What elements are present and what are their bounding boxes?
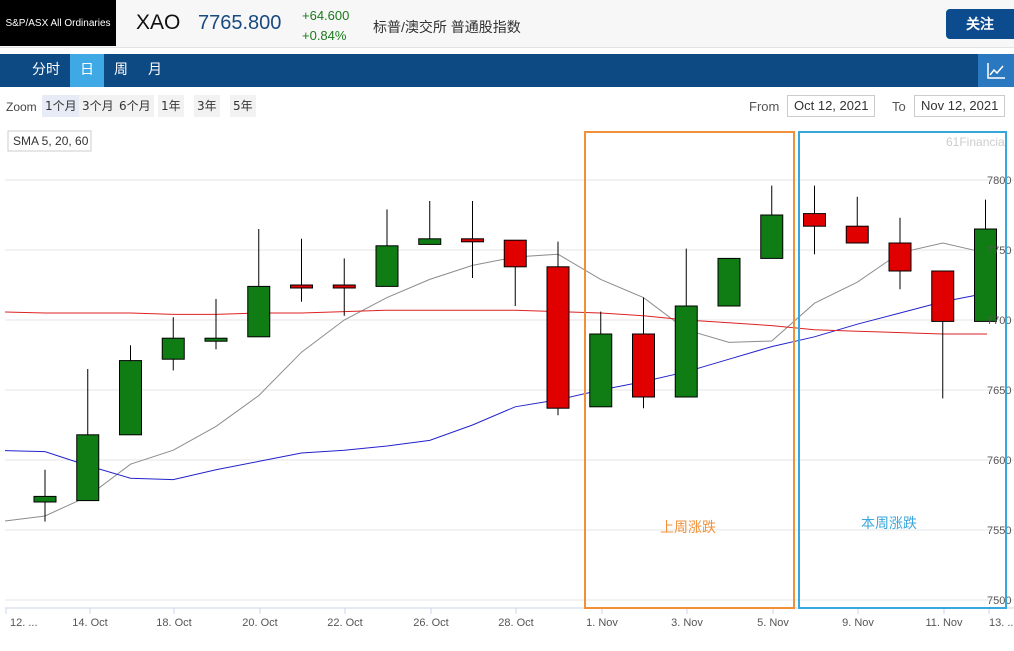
x-tick-label: 28. Oct	[498, 617, 533, 629]
candle-body	[974, 228, 997, 322]
follow-button[interactable]: 关注	[946, 9, 1014, 39]
y-tick-label: 7650	[987, 385, 1011, 397]
watermark: 61Financial	[946, 135, 1007, 149]
x-tick-label: 11. Nov	[925, 617, 963, 629]
candlestick-chart[interactable]: 12. ... 14. Oct 18. Oct 20. Oct 22. Oct 26. O…	[0, 128, 1014, 651]
zoom-6m[interactable]: 6个月	[116, 95, 154, 117]
sma-line-20	[4, 292, 987, 481]
last-week-highlight	[584, 131, 795, 609]
x-tick-label: 20. Oct	[242, 617, 277, 629]
price-change-block: +64.600 +0.84%	[302, 6, 349, 46]
sma-lines	[4, 242, 987, 522]
y-tick-label: 7600	[987, 455, 1011, 467]
zoom-5y[interactable]: 5年	[230, 95, 256, 117]
y-tick-label: 7550	[987, 525, 1011, 537]
x-axis: 12. ... 14. Oct 18. Oct 20. Oct 22. Oct 26. O…	[5, 608, 1014, 629]
x-tick-label: 13. ...	[989, 617, 1014, 629]
x-tick-label: 5. Nov	[757, 617, 789, 629]
ticker-code: XAO	[136, 11, 181, 34]
candle-body	[888, 242, 912, 272]
candle-body	[803, 213, 826, 227]
y-tick-label: 7700	[987, 315, 1011, 327]
tab-intraday[interactable]: 分时	[32, 62, 60, 78]
candle-body	[247, 285, 271, 338]
candle-body	[119, 360, 142, 436]
candle-body	[760, 214, 784, 259]
x-tick-label: 14. Oct	[72, 617, 107, 629]
candle-body	[461, 238, 484, 243]
x-tick-label: 1. Nov	[586, 617, 618, 629]
candle-body	[161, 337, 185, 360]
tab-weekly[interactable]: 周	[114, 62, 128, 78]
sma-legend: SMA 5, 20, 60	[13, 134, 89, 148]
candle-body	[76, 434, 100, 502]
zoom-3m[interactable]: 3个月	[79, 95, 117, 117]
candle-body	[332, 284, 356, 289]
to-date-input[interactable]: Nov 12, 2021	[914, 95, 1006, 117]
price-change: +64.600	[302, 8, 350, 23]
x-tick-label: 9. Nov	[842, 617, 874, 629]
tab-monthly[interactable]: 月	[148, 62, 162, 78]
candle-body	[204, 337, 228, 342]
candle-body	[931, 270, 955, 322]
line-chart-icon	[987, 62, 1005, 79]
this-week-highlight	[798, 131, 1007, 609]
candle-body	[33, 495, 57, 503]
candles	[33, 185, 997, 522]
x-tick-label: 26. Oct	[413, 617, 448, 629]
this-week-label: 本周涨跌	[861, 516, 917, 532]
candle-body	[632, 333, 655, 398]
candle-body	[674, 305, 698, 398]
index-name: 标普/澳交所 普通股指数	[373, 19, 521, 35]
chart-type-button[interactable]	[978, 54, 1014, 87]
x-tick-label: 12. ...	[10, 617, 38, 629]
sma-legend-box	[7, 130, 92, 152]
period-tabs: 分时 日 周 月	[0, 54, 1014, 87]
candle-body	[290, 284, 313, 289]
zoom-3y[interactable]: 3年	[194, 95, 220, 117]
zoom-1m[interactable]: 1个月	[42, 95, 80, 117]
y-tick-label: 7750	[987, 245, 1011, 257]
candle-body	[589, 333, 613, 408]
from-date-input[interactable]: Oct 12, 2021	[787, 95, 876, 117]
candle-body	[503, 239, 527, 268]
tab-daily[interactable]: 日	[70, 54, 104, 87]
zoom-toolbar: Zoom 1个月 3个月 6个月 1年 3年 5年 From Oct 12, 2…	[0, 94, 1014, 120]
x-tick-label: 18. Oct	[156, 617, 191, 629]
candle-body	[418, 238, 442, 245]
last-price: 7765.800	[198, 12, 282, 34]
zoom-label: Zoom	[6, 100, 37, 114]
zoom-1y[interactable]: 1年	[158, 95, 184, 117]
price-change-percent: +0.84%	[302, 28, 347, 43]
x-tick-label: 3. Nov	[671, 617, 703, 629]
quote-header: S&P/ASX All Ordinaries XAO 7765.800 +64.…	[0, 0, 1014, 48]
x-tick-label: 22. Oct	[327, 617, 362, 629]
index-logo: S&P/ASX All Ordinaries	[0, 0, 116, 46]
candle-body	[717, 257, 741, 307]
from-label: From	[749, 99, 780, 114]
candle-body	[546, 266, 570, 409]
y-tick-label: 7800	[987, 175, 1011, 187]
to-label: To	[892, 99, 906, 114]
sma-line-60	[4, 309, 987, 335]
candle-body	[375, 245, 399, 287]
y-tick-label: 7500	[987, 595, 1011, 607]
last-week-label: 上周涨跌	[660, 520, 716, 536]
candle-body	[845, 225, 869, 244]
